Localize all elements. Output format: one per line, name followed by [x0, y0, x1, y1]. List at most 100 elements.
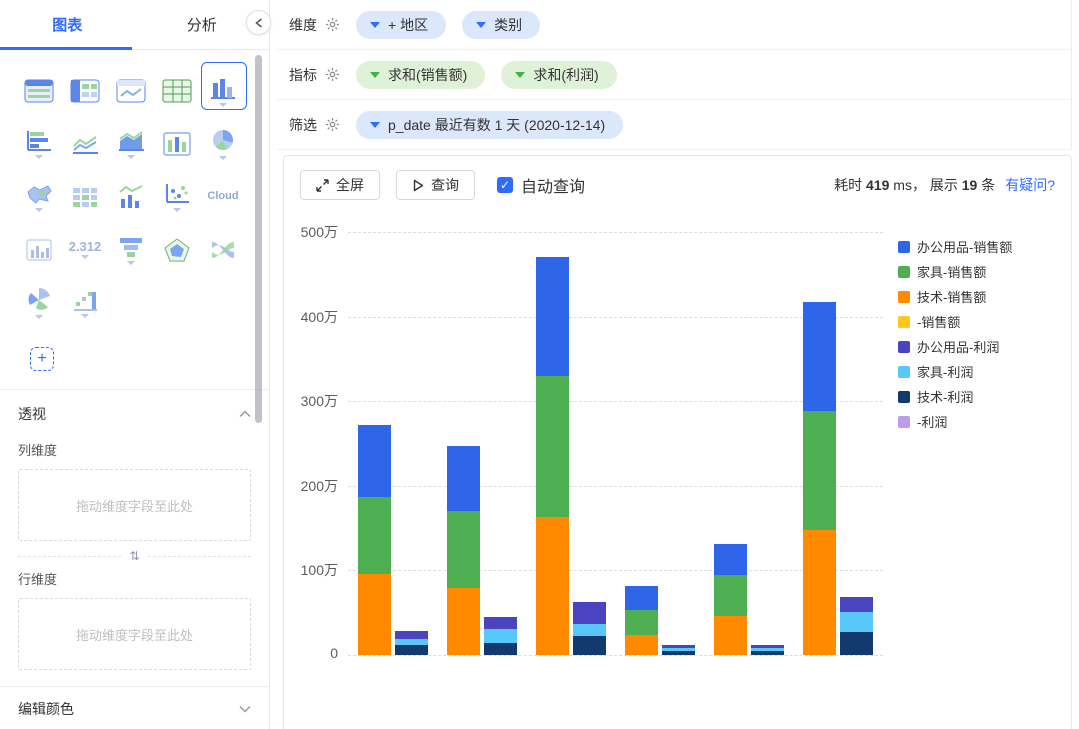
pie-chart-icon — [210, 128, 236, 160]
dimension-tag[interactable]: + 地区 — [356, 10, 447, 39]
auto-query-toggle[interactable]: ✓ 自动查询 — [497, 173, 585, 197]
legend-item[interactable]: 技术-销售额 — [898, 284, 1012, 309]
bar-segment[interactable] — [662, 644, 696, 649]
legend-item[interactable]: -销售额 — [898, 309, 1012, 334]
y-axis-tick-label: 300万 — [300, 393, 338, 410]
variant-caret-icon — [173, 207, 181, 212]
chart-type-waterfall[interactable] — [62, 276, 108, 329]
dimension-tag[interactable]: p_date 最近有数 1 天 (2020-12-14) — [356, 110, 624, 139]
legend-item[interactable]: 家具-利润 — [898, 359, 1012, 384]
tag-label: 求和(销售额) — [388, 66, 468, 83]
bar-segment[interactable] — [840, 611, 874, 633]
chart-type-trend-table[interactable] — [108, 64, 154, 117]
bar-segment[interactable] — [572, 635, 606, 655]
bar-segment[interactable] — [446, 511, 480, 589]
measure-tag[interactable]: 求和(销售额) — [356, 60, 486, 89]
legend-label: 技术-销售额 — [917, 290, 987, 305]
gear-icon[interactable] — [325, 117, 340, 132]
bar-segment[interactable] — [357, 496, 391, 574]
chart-type-combo[interactable] — [108, 170, 154, 223]
dimension-tag[interactable]: 类别 — [462, 10, 541, 39]
sidebar-scrollbar-thumb[interactable] — [255, 55, 262, 423]
bar-segment[interactable] — [483, 628, 517, 644]
help-link[interactable]: 有疑问? — [1005, 177, 1055, 193]
bar-segment[interactable] — [483, 643, 517, 655]
tab-analysis[interactable]: 分析 — [186, 17, 217, 34]
bar-segment[interactable] — [625, 634, 659, 655]
chart-type-horizontal-bar[interactable] — [16, 117, 62, 170]
bar-segment[interactable] — [662, 650, 696, 655]
bar-segment[interactable] — [625, 585, 659, 611]
bar-segment[interactable] — [662, 648, 696, 651]
gear-icon[interactable] — [325, 17, 340, 32]
bar-segment[interactable] — [840, 596, 874, 612]
measure-tag[interactable]: 求和(利润) — [501, 60, 617, 89]
y-axis-tick-label: 100万 — [300, 562, 338, 579]
bar-segment[interactable] — [535, 375, 569, 518]
bar-segment[interactable] — [446, 446, 480, 512]
bar-segment[interactable] — [803, 529, 837, 655]
gridline — [348, 401, 883, 403]
chart-type-histogram[interactable] — [16, 223, 62, 276]
chart-type-radar[interactable] — [154, 223, 200, 276]
bar-segment[interactable] — [394, 631, 428, 639]
chart-type-bar[interactable] — [200, 62, 247, 117]
chart-type-map[interactable] — [16, 170, 62, 223]
bar-segment[interactable] — [751, 644, 785, 649]
chart-type-funnel[interactable] — [108, 223, 154, 276]
chart-type-column[interactable] — [154, 117, 200, 170]
bar-segment[interactable] — [803, 302, 837, 411]
bar-segment[interactable] — [535, 256, 569, 376]
bar-segment[interactable] — [483, 616, 517, 629]
auto-query-label: 自动查询 — [521, 179, 586, 196]
chart-type-sankey[interactable] — [200, 223, 246, 276]
y-axis-tick-label: 0 — [330, 645, 338, 661]
bar-segment[interactable] — [394, 638, 428, 645]
chart-type-rose[interactable] — [16, 276, 62, 329]
tab-charts[interactable]: 图表 — [52, 17, 83, 34]
variant-caret-icon — [219, 155, 227, 160]
collapse-sidebar-button[interactable] — [246, 10, 271, 35]
chart-type-heatmap[interactable] — [62, 170, 108, 223]
column-dimension-dropzone[interactable]: 拖动维度字段至此处 — [18, 469, 251, 541]
chart-type-number-card[interactable]: 2.312 — [62, 223, 108, 276]
bar-segment[interactable] — [751, 648, 785, 651]
chevron-down-icon[interactable] — [239, 705, 251, 713]
bar-segment[interactable] — [446, 588, 480, 655]
run-query-button[interactable]: 查询 — [396, 170, 475, 200]
bar-segment[interactable] — [535, 517, 569, 655]
bar-segment[interactable] — [714, 616, 748, 655]
legend-item[interactable]: 家具-销售额 — [898, 259, 1012, 284]
chart-type-area[interactable] — [108, 117, 154, 170]
bar-segment[interactable] — [572, 623, 606, 636]
y-axis-tick-label: 400万 — [300, 308, 338, 325]
legend-item[interactable]: 技术-利润 — [898, 384, 1012, 409]
chart-type-line[interactable] — [62, 117, 108, 170]
add-chart-button[interactable]: + — [30, 347, 54, 371]
chart-type-pie[interactable] — [200, 117, 246, 170]
chart-type-table[interactable] — [16, 64, 62, 117]
bar-segment[interactable] — [751, 650, 785, 655]
swap-axes-icon[interactable]: ⇅ — [129, 549, 140, 563]
bar-segment[interactable] — [840, 632, 874, 655]
bar-segment[interactable] — [714, 544, 748, 575]
bar-segment[interactable] — [394, 644, 428, 655]
gear-icon[interactable] — [325, 67, 340, 82]
chart-type-word-cloud[interactable]: Cloud — [200, 170, 246, 223]
bar-segment[interactable] — [625, 610, 659, 635]
bar-segment[interactable] — [714, 574, 748, 617]
chart-type-pivot-table[interactable] — [62, 64, 108, 117]
legend-item[interactable]: 办公用品-利润 — [898, 334, 1012, 359]
chevron-up-icon[interactable] — [239, 410, 251, 418]
row-dimension-dropzone[interactable]: 拖动维度字段至此处 — [18, 598, 251, 670]
bar-segment[interactable] — [357, 424, 391, 497]
chart-type-scatter[interactable] — [154, 170, 200, 223]
legend-item[interactable]: 办公用品-销售额 — [898, 234, 1012, 259]
word-cloud-icon: Cloud — [207, 191, 238, 202]
bar-segment[interactable] — [572, 601, 606, 624]
chart-type-detail-table[interactable] — [154, 64, 200, 117]
bar-segment[interactable] — [357, 573, 391, 655]
fullscreen-button[interactable]: 全屏 — [300, 170, 380, 200]
legend-item[interactable]: -利润 — [898, 409, 1012, 434]
bar-segment[interactable] — [803, 410, 837, 530]
